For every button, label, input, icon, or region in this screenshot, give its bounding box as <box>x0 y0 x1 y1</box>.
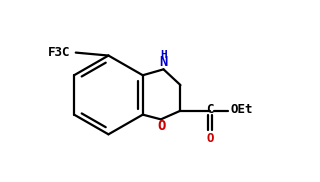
Text: O: O <box>158 119 166 133</box>
Text: OEt: OEt <box>230 103 252 116</box>
Text: C: C <box>206 103 214 116</box>
Text: O: O <box>206 132 214 145</box>
Text: H: H <box>160 50 167 60</box>
Text: F3C: F3C <box>48 46 71 59</box>
Text: N: N <box>159 56 168 70</box>
